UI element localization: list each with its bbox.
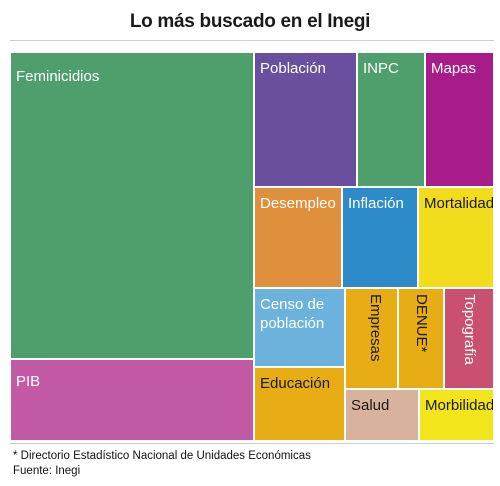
treemap-label-salud: Salud xyxy=(351,397,390,414)
treemap-label-desempleo: Desempleo xyxy=(260,195,336,212)
treemap-label-inflacion: Inflación xyxy=(348,195,404,212)
treemap-tile-pib: PIB xyxy=(10,359,254,441)
treemap-chart: Feminicidios PIB Población INPC Mapas Desempl… xyxy=(10,52,494,441)
treemap-label-poblacion: Población xyxy=(260,60,326,77)
treemap-tile-inpc: INPC xyxy=(357,52,425,187)
top-divider xyxy=(10,40,494,41)
treemap-tile-mapas: Mapas xyxy=(425,52,494,187)
treemap-tile-censo-de-poblacion: Censo de población xyxy=(254,288,345,367)
treemap-tile-topografia: Topografía xyxy=(444,288,494,389)
treemap-tile-denue: DENUE* xyxy=(398,288,444,389)
treemap-label-empresas: Empresas xyxy=(367,294,384,362)
treemap-label-educacion: Educación xyxy=(260,375,331,392)
treemap-label-pib: PIB xyxy=(16,373,41,390)
treemap-tile-poblacion: Población xyxy=(254,52,357,187)
treemap-tile-morbilidad: Morbilidad xyxy=(419,389,494,441)
treemap-label-topografia: Topografía xyxy=(461,294,478,365)
treemap-tile-educacion: Educación xyxy=(254,367,345,441)
treemap-tile-desempleo: Desempleo xyxy=(254,187,342,288)
treemap-label-denue: DENUE* xyxy=(413,294,430,353)
treemap-label-censo-de-poblacion: Censo de población xyxy=(260,296,325,332)
treemap-tile-inflacion: Inflación xyxy=(342,187,418,288)
footnote: * Directorio Estadístico Nacional de Uni… xyxy=(13,450,311,462)
treemap-tile-salud: Salud xyxy=(345,389,419,441)
treemap-label-mapas: Mapas xyxy=(431,60,477,77)
treemap-label-morbilidad: Morbilidad xyxy=(425,397,494,414)
treemap-tile-mortalidad: Mortalidad xyxy=(418,187,494,288)
treemap-label-mortalidad: Mortalidad xyxy=(424,195,494,212)
chart-title: Lo más buscado en el Inegi xyxy=(129,11,371,32)
treemap-tile-feminicidios: Feminicidios xyxy=(10,52,254,359)
bottom-divider xyxy=(10,443,494,444)
treemap-label-inpc: INPC xyxy=(363,60,399,77)
treemap-label-feminicidios: Feminicidios xyxy=(16,68,100,85)
source-note: Fuente: Inegi xyxy=(13,465,81,477)
treemap-tile-empresas: Empresas xyxy=(345,288,398,389)
